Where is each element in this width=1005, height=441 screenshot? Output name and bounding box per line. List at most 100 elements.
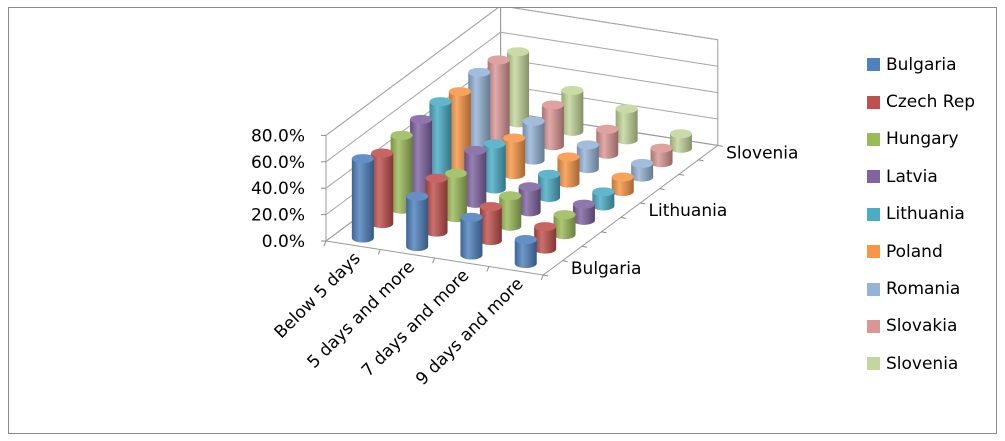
bar-body <box>669 133 692 153</box>
gridline <box>325 8 718 136</box>
x-axis-tick-mark <box>377 249 381 255</box>
bar-body <box>572 204 595 225</box>
depth-axis-tick-mark <box>581 245 588 248</box>
bar-body <box>561 90 584 136</box>
bar-body <box>406 196 429 252</box>
legend-label: Romania <box>886 279 961 300</box>
bar <box>518 182 541 217</box>
y-axis-tick-label: 80.0% <box>251 126 305 146</box>
legend-item: Bulgaria <box>867 46 1005 83</box>
legend-label: Poland <box>886 241 943 262</box>
bar-top <box>444 168 467 178</box>
legend-item: Slovenia <box>867 345 1005 382</box>
legend-swatch <box>867 132 880 146</box>
bar-body <box>611 177 634 197</box>
bar <box>631 158 654 182</box>
bar-top <box>538 169 561 179</box>
legend-item: Lithuania <box>867 196 1005 233</box>
y-axis-tick-label: 40.0% <box>251 179 305 199</box>
bar-top <box>518 182 541 192</box>
bar <box>592 187 615 211</box>
depth-axis-tick-label: Slovenia <box>726 144 798 164</box>
bar-top <box>514 235 537 245</box>
x-axis-tick-mark <box>486 266 490 272</box>
legend-swatch <box>867 319 880 333</box>
bar-top <box>561 85 584 95</box>
bar-top <box>479 202 502 212</box>
legend-label: Latvia <box>886 166 938 187</box>
bar <box>650 143 673 168</box>
legend-swatch <box>867 207 880 221</box>
bar <box>611 172 634 197</box>
gridline <box>325 31 718 163</box>
bar-body <box>487 59 510 142</box>
bar <box>499 191 522 231</box>
bar-body <box>631 163 654 182</box>
legend-item: Poland <box>867 233 1005 270</box>
depth-axis-tick-mark <box>659 188 665 191</box>
bar-body <box>425 178 448 237</box>
legend-item: Hungary <box>867 121 1005 158</box>
bar <box>468 67 491 157</box>
bar <box>576 140 599 174</box>
depth-axis-tick-mark <box>678 173 685 176</box>
legend-label: Lithuania <box>886 204 965 225</box>
bar-top <box>468 67 491 77</box>
bar-body <box>460 217 483 260</box>
bar-top <box>464 145 487 155</box>
bar-body <box>351 158 374 243</box>
bar-body <box>503 137 526 180</box>
bar-body <box>468 72 491 157</box>
bar <box>553 210 576 240</box>
bar-top <box>507 47 530 57</box>
legend-item: Latvia <box>867 158 1005 195</box>
bar-body <box>483 143 506 194</box>
bar <box>557 152 580 188</box>
legend-swatch <box>867 58 880 72</box>
bar <box>514 235 537 269</box>
bar <box>479 202 502 246</box>
legend-label: Slovenia <box>886 353 959 374</box>
y-axis-tick-label: 0.0% <box>262 232 305 252</box>
bar-body <box>596 129 619 159</box>
legend-swatch <box>867 245 880 259</box>
bar-top <box>483 139 506 149</box>
bar-top <box>371 148 394 158</box>
bar-body <box>615 108 638 145</box>
bar <box>487 55 510 142</box>
legend-swatch <box>867 282 880 296</box>
depth-axis-tick-mark <box>717 144 723 147</box>
bar <box>406 191 429 252</box>
bar-top <box>390 130 413 140</box>
bar <box>425 173 448 237</box>
bar-top <box>572 199 595 209</box>
bar-body <box>514 239 537 269</box>
bar <box>669 129 692 153</box>
bar-top <box>448 87 471 97</box>
bar <box>561 85 584 136</box>
bar-top <box>576 140 599 150</box>
bar-top <box>592 187 615 197</box>
x-axis-tick-mark <box>432 257 436 264</box>
bar-body <box>390 135 413 214</box>
bar-body <box>371 153 394 229</box>
bar <box>596 124 619 159</box>
bar-body <box>538 174 561 202</box>
bar-body <box>576 144 599 174</box>
y-axis-tick-label: 20.0% <box>251 206 305 226</box>
bar-top <box>631 158 654 168</box>
legend-item: Czech Rep <box>867 83 1005 120</box>
bar <box>444 168 467 223</box>
bar-top <box>460 212 483 222</box>
legend-item: Slovakia <box>867 308 1005 345</box>
bar-body <box>429 101 452 185</box>
y-axis-tick-labels: 0.0% 20.0% 40.0% 60.0% 80.0% <box>251 126 326 252</box>
legend-swatch <box>867 95 880 109</box>
depth-axis-tick-mark <box>601 231 607 234</box>
bar-top <box>499 191 522 201</box>
bar <box>538 169 561 202</box>
y-axis-tick-label: 60.0% <box>251 153 305 173</box>
bar-body <box>507 51 530 128</box>
